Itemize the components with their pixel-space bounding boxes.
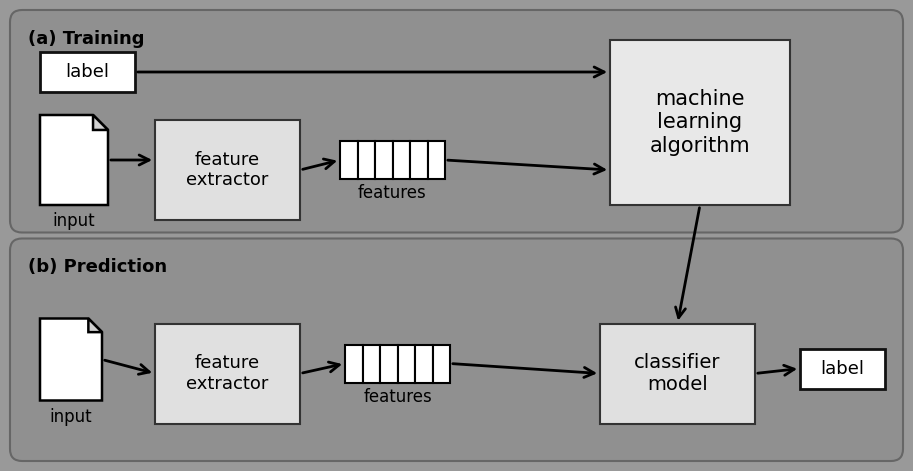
Text: input: input (49, 407, 92, 425)
Polygon shape (93, 115, 108, 130)
Text: label: label (66, 63, 110, 81)
Bar (358, 141, 375, 179)
Text: label: label (821, 359, 865, 377)
Polygon shape (89, 318, 102, 332)
Bar (427, 141, 445, 179)
FancyBboxPatch shape (10, 238, 903, 461)
Text: (a) Training: (a) Training (28, 30, 144, 48)
Bar (345, 344, 362, 382)
Bar (380, 344, 397, 382)
Text: features: features (358, 184, 427, 202)
Bar (397, 344, 415, 382)
Bar (393, 141, 410, 179)
Bar (375, 141, 393, 179)
Bar (340, 141, 358, 179)
Bar (155, 324, 300, 423)
Polygon shape (40, 115, 108, 205)
Bar (800, 349, 885, 389)
Bar (600, 324, 755, 423)
Text: feature
extractor: feature extractor (186, 354, 268, 393)
Text: classifier
model: classifier model (635, 353, 720, 394)
Text: feature
extractor: feature extractor (186, 151, 268, 189)
FancyBboxPatch shape (10, 10, 903, 233)
Bar (362, 344, 380, 382)
Bar (40, 52, 135, 92)
Polygon shape (40, 318, 102, 400)
Bar (415, 344, 433, 382)
Text: input: input (53, 212, 95, 230)
Bar (610, 40, 790, 205)
Bar (433, 344, 450, 382)
Bar (410, 141, 427, 179)
Text: machine
learning
algorithm: machine learning algorithm (650, 89, 750, 156)
Bar (155, 120, 300, 220)
Text: features: features (363, 388, 432, 406)
Text: (b) Prediction: (b) Prediction (28, 259, 167, 276)
